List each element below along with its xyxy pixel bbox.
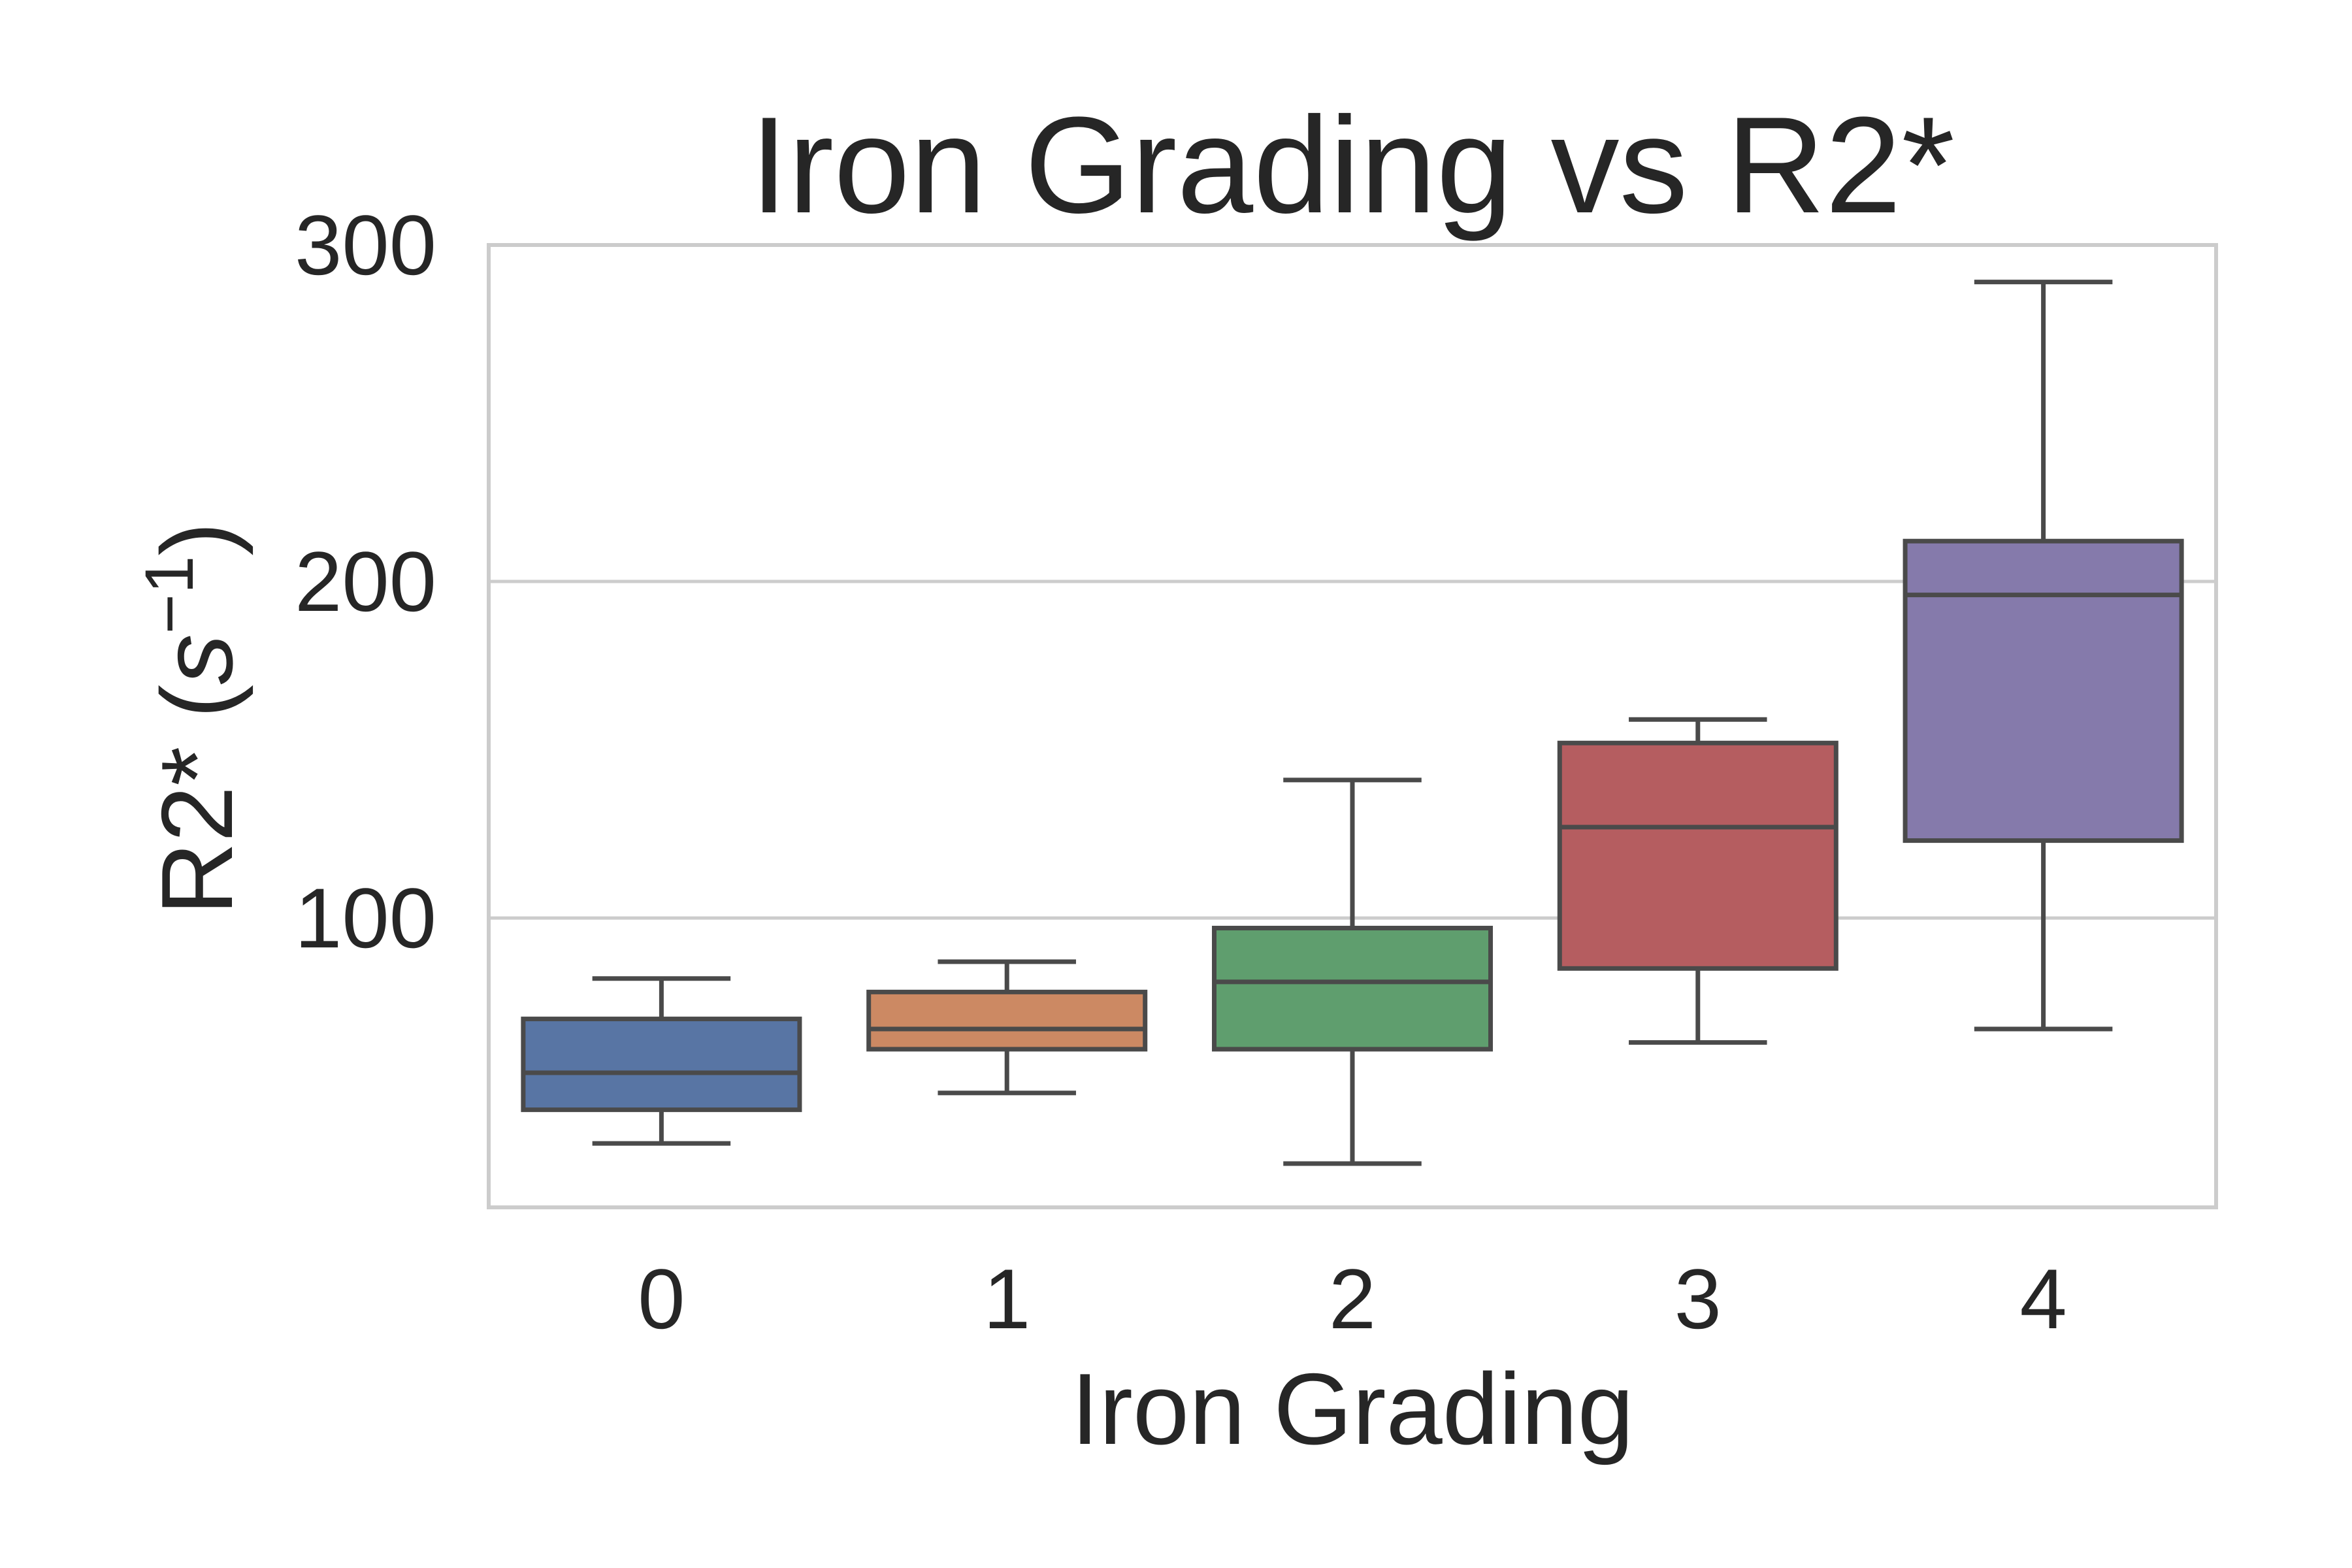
- x-axis-label: Iron Grading: [1071, 1352, 1634, 1465]
- x-tick-label: 1: [983, 1251, 1030, 1347]
- x-tick-label: 3: [1674, 1251, 1722, 1347]
- chart-title: Iron Grading vs R2*: [750, 88, 1955, 242]
- y-tick-label: 300: [295, 197, 436, 293]
- box-layer: [521, 280, 2184, 1166]
- y-axis-label: R2* (s−1): [131, 522, 253, 915]
- box-group-3: [1557, 717, 1838, 1045]
- y-tick-label: 100: [295, 870, 436, 966]
- y-tick-labels: 100 200 300: [295, 197, 436, 966]
- x-tick-label: 4: [2019, 1251, 2066, 1347]
- y-tick-label: 200: [295, 534, 436, 629]
- box-iqr: [1903, 538, 2184, 843]
- box-group-4: [1903, 280, 2184, 1032]
- x-tick-label: 2: [1329, 1251, 1376, 1347]
- y-axis-label-unit: s: [140, 634, 253, 685]
- box-group-0: [521, 976, 802, 1146]
- x-tick-label: 0: [638, 1251, 685, 1347]
- box-group-2: [1211, 777, 1494, 1166]
- box-iqr: [1557, 740, 1838, 971]
- y-axis-label-exponent: −1: [131, 556, 208, 634]
- box-group-1: [866, 959, 1148, 1096]
- box-iqr: [866, 989, 1148, 1052]
- x-tick-labels: 0 1 2 3 4: [638, 1251, 2067, 1347]
- box-iqr: [521, 1017, 802, 1113]
- box-iqr: [1211, 926, 1494, 1052]
- y-axis-label-main: R2* (: [140, 685, 253, 915]
- plot-frame: [487, 243, 2218, 1209]
- y-axis-label-close: ): [140, 522, 253, 556]
